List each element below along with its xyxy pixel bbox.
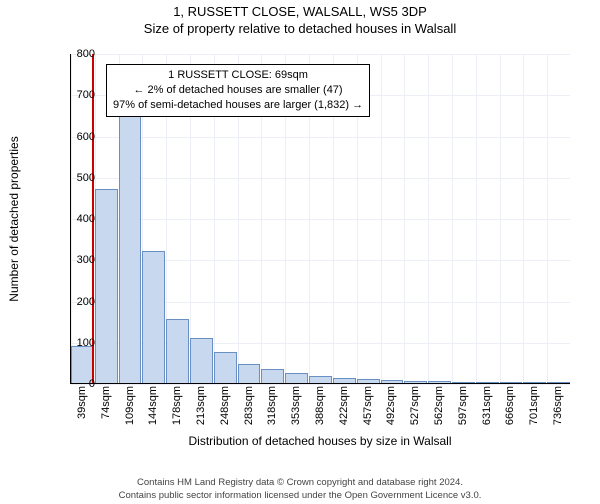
x-tick-label: 631sqm [481, 386, 493, 425]
y-tick-label: 700 [55, 89, 95, 101]
histogram-bar [214, 352, 237, 383]
attribution-footer: Contains HM Land Registry data © Crown c… [0, 477, 600, 502]
x-tick-label: 318sqm [266, 386, 278, 425]
gridline [523, 54, 524, 383]
gridline [71, 384, 570, 385]
x-tick-label: 422sqm [338, 386, 350, 425]
histogram-bar [238, 364, 261, 383]
info-box-line: ← 2% of detached houses are smaller (47) [113, 83, 363, 98]
histogram-bar [261, 369, 284, 383]
y-tick-label: 500 [55, 172, 95, 184]
y-tick-label: 200 [55, 296, 95, 308]
x-tick-label: 74sqm [100, 386, 112, 419]
x-tick-label: 492sqm [385, 386, 397, 425]
x-tick-label: 178sqm [171, 386, 183, 425]
y-tick-label: 600 [55, 131, 95, 143]
histogram-bar [381, 380, 404, 383]
gridline [71, 219, 570, 220]
gridline [476, 54, 477, 383]
info-box-line: 1 RUSSETT CLOSE: 69sqm [113, 68, 363, 83]
histogram-bar [142, 251, 165, 383]
gridline [381, 54, 382, 383]
gridline [500, 54, 501, 383]
page-title: 1, RUSSETT CLOSE, WALSALL, WS5 3DP [0, 4, 600, 19]
comparison-info-box: 1 RUSSETT CLOSE: 69sqm← 2% of detached h… [106, 64, 370, 117]
histogram-bar [309, 376, 332, 383]
histogram-bar [333, 378, 356, 383]
histogram-bar [476, 382, 499, 383]
histogram-bar [547, 382, 570, 383]
x-tick-label: 109sqm [124, 386, 136, 425]
x-tick-label: 666sqm [504, 386, 516, 425]
histogram-bar [285, 373, 308, 383]
plot-area: 1 RUSSETT CLOSE: 69sqm← 2% of detached h… [70, 54, 570, 384]
histogram-bar [190, 338, 213, 383]
y-axis-label: Number of detached properties [7, 136, 21, 301]
x-tick-label: 736sqm [552, 386, 564, 425]
y-tick-label: 0 [55, 378, 95, 390]
x-tick-label: 39sqm [76, 386, 88, 419]
gridline [404, 54, 405, 383]
x-tick-label: 388sqm [314, 386, 326, 425]
y-tick-label: 300 [55, 254, 95, 266]
y-tick-label: 800 [55, 48, 95, 60]
chart-container: Number of detached properties 1 RUSSETT … [0, 44, 600, 444]
y-tick-label: 100 [55, 337, 95, 349]
x-tick-label: 353sqm [290, 386, 302, 425]
x-tick-label: 213sqm [195, 386, 207, 425]
histogram-bar [428, 381, 451, 383]
footer-line: Contains public sector information licen… [0, 490, 600, 502]
gridline [452, 54, 453, 383]
x-tick-label: 283sqm [243, 386, 255, 425]
footer-line: Contains HM Land Registry data © Crown c… [0, 477, 600, 489]
histogram-bar [166, 319, 189, 383]
gridline [547, 54, 548, 383]
y-tick-label: 400 [55, 213, 95, 225]
x-axis-label: Distribution of detached houses by size … [70, 434, 570, 448]
x-tick-label: 457sqm [362, 386, 374, 425]
gridline [71, 54, 570, 55]
gridline [428, 54, 429, 383]
gridline [71, 137, 570, 138]
x-tick-label: 701sqm [528, 386, 540, 425]
info-box-line: 97% of semi-detached houses are larger (… [113, 98, 363, 113]
x-tick-label: 248sqm [219, 386, 231, 425]
x-tick-label: 562sqm [433, 386, 445, 425]
page-subtitle: Size of property relative to detached ho… [0, 21, 600, 36]
histogram-bar [500, 382, 523, 383]
histogram-bar [404, 381, 427, 383]
histogram-bar [452, 382, 475, 383]
x-tick-label: 527sqm [409, 386, 421, 425]
histogram-bar [357, 379, 380, 383]
histogram-bar [523, 382, 546, 383]
x-tick-label: 144sqm [147, 386, 159, 425]
gridline [71, 178, 570, 179]
x-tick-label: 597sqm [457, 386, 469, 425]
histogram-bar [119, 115, 142, 383]
histogram-bar [95, 189, 118, 383]
